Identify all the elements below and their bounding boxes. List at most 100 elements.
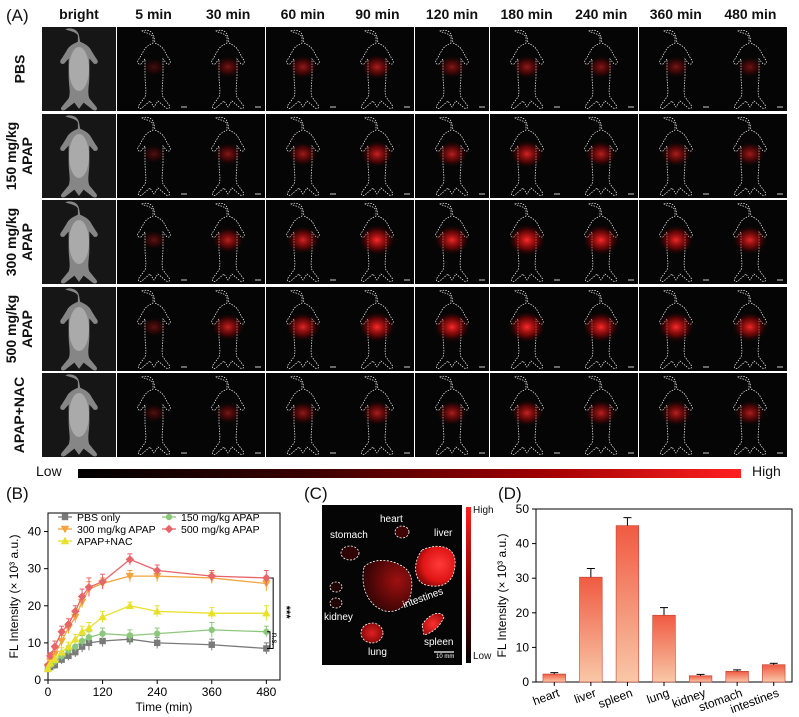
fluorescence-signal (657, 224, 694, 256)
mouse-outline (584, 202, 618, 282)
plot-frame (47, 512, 281, 681)
fluorescence-image (415, 27, 489, 111)
data-point (262, 609, 271, 617)
bar (579, 576, 603, 683)
data-point (208, 626, 215, 634)
data-point (263, 645, 270, 652)
fluorescence-image (116, 373, 191, 457)
fluorescence-image (564, 27, 639, 111)
mouse-outline (509, 29, 544, 109)
colorbar-low-label: Low (36, 463, 62, 479)
mouse-outline (136, 29, 171, 109)
x-tick-label: heart (531, 685, 562, 708)
intestines-organ (362, 559, 413, 612)
x-tick-label: lung (645, 686, 671, 707)
panel-b-letter: (B) (6, 484, 29, 503)
fluorescence-signal (214, 401, 243, 425)
data-point (208, 641, 215, 648)
bright-field-image (42, 113, 116, 198)
fluorescence-image (489, 27, 564, 111)
legend-label: APAP+NAC (77, 536, 133, 548)
data-point (165, 513, 173, 521)
fluorescence-image (340, 200, 415, 284)
row-label-text: 500 mg/kg APAP (3, 294, 36, 363)
fluorescence-image (638, 113, 713, 198)
data-point (152, 566, 162, 575)
data-point (85, 634, 93, 641)
row-label: 500 mg/kg APAP (2, 287, 36, 371)
significance-label-ns: n.s. (270, 633, 279, 646)
y-tick-label: 30 (516, 571, 530, 585)
panel-a-letter: (A) (6, 6, 29, 25)
fluorescence-signal (360, 139, 395, 168)
fluorescence-image (265, 373, 340, 457)
fluorescence-signal (736, 56, 764, 78)
fluorescence-image (713, 113, 788, 198)
row-label: 300 mg/kg APAP (2, 200, 36, 284)
y-axis-label: FL Intensity (× 10³ a.u.) (7, 535, 21, 659)
series-line (47, 575, 267, 668)
organ-colorbar-high: High (473, 505, 494, 516)
fluorescence-signal (732, 225, 769, 255)
mouse-outline (584, 375, 618, 455)
mouse-outline (286, 289, 320, 369)
data-point (153, 630, 161, 637)
fluorescence-image (638, 27, 713, 111)
x-tick-label: 360 (202, 685, 222, 699)
data-point (99, 637, 106, 645)
fluorescence-image (191, 113, 266, 198)
fluorescence-image (713, 27, 788, 111)
fluorescence-image (116, 200, 191, 284)
column-header: 5 min (135, 6, 172, 22)
column-header: 480 min (724, 6, 777, 22)
mouse-outline (435, 116, 469, 196)
x-tick-label: 120 (93, 685, 113, 699)
bar (542, 673, 566, 683)
fluorescence-image (415, 373, 489, 457)
bright-field-image (42, 200, 116, 284)
mouse-outline (286, 116, 320, 196)
row-label-text: 150 mg/kg APAP (3, 121, 36, 190)
fluorescence-image (564, 200, 639, 284)
fluorescence-signal (285, 225, 320, 255)
data-point (98, 612, 107, 621)
organ-label-liver: liver (434, 528, 453, 539)
data-point (71, 634, 80, 643)
fluorescence-image (191, 373, 266, 457)
fluorescence-image (638, 200, 713, 284)
legend-label: 300 mg/kg APAP (77, 524, 156, 536)
fluorescence-signal (433, 224, 471, 256)
fluorescence-signal (732, 311, 769, 342)
mouse-outline (509, 116, 544, 196)
time-course-line-chart: 0 120 240 360 480 0 10 20 30 40 Time (min) FL Inten… (7, 512, 292, 714)
mouse-outline (435, 375, 469, 455)
data-point (64, 642, 73, 650)
mouse-outline (211, 29, 245, 109)
fluorescence-signal (140, 143, 167, 164)
mouse-outline (211, 375, 245, 455)
fluorescence-signal (734, 400, 767, 426)
y-tick-label: 0 (522, 675, 529, 689)
data-point (77, 627, 87, 635)
organ-colorbar-low: Low (473, 651, 492, 662)
ex-vivo-organ-image: heart stomach liver kidney intestines sp… (322, 505, 462, 665)
data-point (60, 536, 70, 545)
mouse-outline (733, 116, 768, 196)
column-header: 30 min (206, 6, 251, 22)
fluorescence-image (265, 113, 340, 198)
fluorescence-signal (287, 141, 319, 166)
mouse-outline (136, 116, 171, 196)
fluorescence-image (191, 200, 266, 284)
fluorescence-image (564, 373, 639, 457)
data-point (153, 639, 161, 647)
fluorescence-image (564, 113, 639, 198)
x-tick-label: liver (572, 686, 597, 707)
panel-d-letter: (D) (498, 484, 522, 503)
y-tick-label: 40 (28, 525, 42, 539)
fluorescence-image (489, 373, 564, 457)
mouse-outline (584, 29, 618, 109)
legend-label: 150 mg/kg APAP (181, 512, 260, 524)
kidney-organ-1 (329, 581, 343, 593)
mouse-outline (584, 289, 618, 369)
fluorescence-signal (358, 310, 396, 343)
